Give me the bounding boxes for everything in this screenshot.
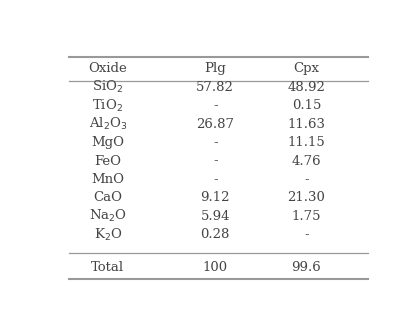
Text: MnO: MnO bbox=[91, 173, 124, 186]
Text: 57.82: 57.82 bbox=[196, 81, 234, 94]
Text: K$_2$O: K$_2$O bbox=[94, 227, 122, 243]
Text: -: - bbox=[213, 136, 218, 149]
Text: 5.94: 5.94 bbox=[200, 210, 230, 223]
Text: Total: Total bbox=[91, 261, 124, 274]
Text: TiO$_2$: TiO$_2$ bbox=[92, 98, 123, 114]
Text: 100: 100 bbox=[203, 261, 228, 274]
Text: 0.15: 0.15 bbox=[292, 99, 321, 112]
Text: 11.63: 11.63 bbox=[287, 118, 326, 131]
Text: 4.76: 4.76 bbox=[291, 155, 321, 167]
Text: -: - bbox=[304, 228, 309, 241]
Text: 11.15: 11.15 bbox=[288, 136, 325, 149]
Text: CaO: CaO bbox=[93, 191, 122, 204]
Text: Al$_2$O$_3$: Al$_2$O$_3$ bbox=[89, 116, 127, 132]
Text: 0.28: 0.28 bbox=[201, 228, 230, 241]
Text: Plg: Plg bbox=[205, 63, 226, 76]
Text: Na$_2$O: Na$_2$O bbox=[89, 208, 127, 224]
Text: Cpx: Cpx bbox=[294, 63, 319, 76]
Text: MgO: MgO bbox=[91, 136, 124, 149]
Text: FeO: FeO bbox=[94, 155, 121, 167]
Text: -: - bbox=[213, 173, 218, 186]
Text: SiO$_2$: SiO$_2$ bbox=[92, 79, 123, 95]
Text: 1.75: 1.75 bbox=[291, 210, 321, 223]
Text: -: - bbox=[213, 155, 218, 167]
Text: 9.12: 9.12 bbox=[200, 191, 230, 204]
Text: Oxide: Oxide bbox=[89, 63, 127, 76]
Text: -: - bbox=[304, 173, 309, 186]
Text: 99.6: 99.6 bbox=[291, 261, 321, 274]
Text: 21.30: 21.30 bbox=[287, 191, 326, 204]
Text: -: - bbox=[213, 99, 218, 112]
Text: 26.87: 26.87 bbox=[196, 118, 234, 131]
Text: 48.92: 48.92 bbox=[287, 81, 326, 94]
